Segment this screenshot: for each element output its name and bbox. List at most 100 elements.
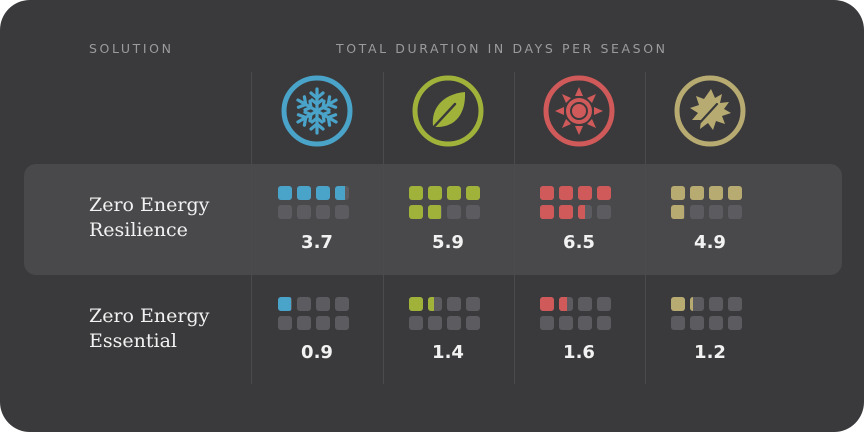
duration-square: [559, 316, 573, 330]
value-label: 6.5: [563, 232, 595, 253]
duration-square: [335, 205, 349, 219]
column-divider: [514, 72, 515, 384]
duration-squares-resilience-summer: [540, 186, 618, 224]
duration-square: [316, 186, 330, 200]
duration-square: [447, 186, 461, 200]
duration-square-fill: [597, 186, 611, 200]
row-label-line: Resilience: [89, 219, 188, 241]
duration-square: [597, 297, 611, 311]
duration-square-fill: [671, 186, 685, 200]
duration-square: [409, 316, 423, 330]
duration-square: [335, 186, 349, 200]
duration-squares-essential-spring: [409, 297, 487, 335]
duration-square: [409, 205, 423, 219]
duration-square-fill: [316, 186, 330, 200]
duration-square: [709, 316, 723, 330]
duration-square: [278, 205, 292, 219]
value-label: 5.9: [432, 232, 464, 253]
duration-square: [728, 297, 742, 311]
duration-square-fill: [671, 297, 685, 311]
sun-icon: [542, 74, 616, 148]
duration-square-fill: [690, 297, 693, 311]
duration-column-header: TOTAL DURATION IN DAYS PER SEASON: [336, 41, 668, 56]
duration-square: [690, 186, 704, 200]
row-label-essential: Zero Energy Essential: [89, 304, 209, 354]
duration-square-fill: [428, 205, 441, 219]
duration-square-fill: [578, 186, 592, 200]
duration-square: [597, 205, 611, 219]
duration-square: [709, 297, 723, 311]
duration-square: [709, 205, 723, 219]
duration-square-fill: [409, 205, 423, 219]
duration-square: [690, 205, 704, 219]
duration-square: [466, 316, 480, 330]
value-label: 3.7: [301, 232, 333, 253]
value-label: 0.9: [301, 342, 333, 363]
duration-square: [709, 186, 723, 200]
duration-square: [728, 205, 742, 219]
value-label: 4.9: [694, 232, 726, 253]
duration-square: [447, 316, 461, 330]
column-divider: [383, 72, 384, 384]
duration-square-fill: [559, 297, 568, 311]
value-label: 1.2: [694, 342, 726, 363]
highlight-row-background: [24, 164, 842, 275]
duration-square-fill: [447, 186, 461, 200]
duration-square: [316, 297, 330, 311]
duration-square: [466, 205, 480, 219]
duration-square-fill: [540, 297, 554, 311]
leaf-icon: [411, 74, 485, 148]
duration-square: [540, 186, 554, 200]
column-divider: [645, 72, 646, 384]
duration-square-fill: [409, 186, 423, 200]
duration-squares-essential-summer: [540, 297, 618, 335]
value-label: 1.4: [432, 342, 464, 363]
duration-square: [466, 186, 480, 200]
maple-leaf-icon: [673, 74, 747, 148]
duration-squares-essential-autumn: [671, 297, 749, 335]
duration-squares-essential-winter: [278, 297, 356, 335]
duration-square-fill: [559, 205, 573, 219]
duration-squares-resilience-winter: [278, 186, 356, 224]
duration-square: [428, 186, 442, 200]
duration-square: [316, 316, 330, 330]
duration-squares-resilience-spring: [409, 186, 487, 224]
duration-square: [278, 297, 292, 311]
duration-square: [335, 297, 349, 311]
duration-squares-resilience-autumn: [671, 186, 749, 224]
duration-square-fill: [278, 186, 292, 200]
duration-square: [597, 316, 611, 330]
duration-square: [335, 316, 349, 330]
duration-square-fill: [671, 205, 684, 219]
duration-square: [578, 297, 592, 311]
column-divider: [251, 72, 252, 384]
duration-square: [540, 316, 554, 330]
solution-column-header: SOLUTION: [89, 41, 174, 56]
duration-square-fill: [578, 205, 585, 219]
duration-square-fill: [409, 297, 423, 311]
duration-square: [428, 297, 442, 311]
duration-square: [447, 205, 461, 219]
duration-square: [728, 316, 742, 330]
snowflake-icon: [280, 74, 354, 148]
duration-square: [428, 205, 442, 219]
duration-square: [578, 205, 592, 219]
row-label-line: Zero Energy: [89, 305, 210, 327]
duration-square-fill: [728, 186, 742, 200]
duration-square: [690, 297, 704, 311]
duration-square: [447, 297, 461, 311]
duration-square-fill: [540, 186, 554, 200]
duration-square: [278, 316, 292, 330]
duration-square: [671, 297, 685, 311]
duration-square: [671, 186, 685, 200]
duration-square: [559, 297, 573, 311]
duration-square-fill: [297, 186, 311, 200]
duration-square: [409, 297, 423, 311]
duration-square-fill: [559, 186, 573, 200]
duration-square: [297, 297, 311, 311]
duration-square: [671, 205, 685, 219]
duration-square-fill: [335, 186, 345, 200]
duration-square-fill: [466, 186, 480, 200]
duration-square-fill: [709, 186, 723, 200]
